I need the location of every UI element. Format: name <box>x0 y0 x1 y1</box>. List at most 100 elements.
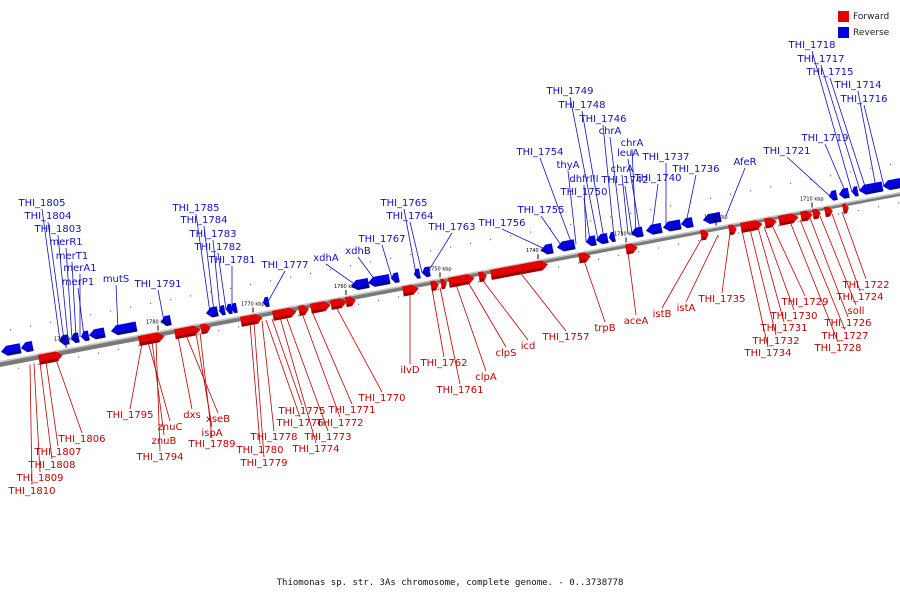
reverse-gene[interactable] <box>585 235 597 247</box>
forward-gene[interactable] <box>812 208 822 220</box>
gene-label-thi-1734[interactable]: THI_1734 <box>743 348 791 359</box>
reverse-gene[interactable] <box>540 243 554 255</box>
gene-label-thi-1778[interactable]: THI_1778 <box>249 432 297 443</box>
forward-gene[interactable] <box>272 306 297 321</box>
gene-label-thi-1791[interactable]: THI_1791 <box>133 279 181 290</box>
gene-label-thi-1714[interactable]: THI_1714 <box>833 80 881 91</box>
gene-label-thi-1763[interactable]: THI_1763 <box>427 222 475 233</box>
gene-label-thi-1735[interactable]: THI_1735 <box>697 294 745 305</box>
gene-label-thi-1810[interactable]: THI_1810 <box>7 486 55 497</box>
gene-label-ispa[interactable]: ispA <box>201 428 222 439</box>
forward-gene[interactable] <box>330 297 348 310</box>
forward-gene[interactable] <box>298 304 310 316</box>
gene-label-thi-1717[interactable]: THI_1717 <box>796 54 844 65</box>
gene-label-thi-1805[interactable]: THI_1805 <box>17 198 65 209</box>
gene-label-thi-1718[interactable]: THI_1718 <box>787 40 835 51</box>
gene-label-merr1[interactable]: merR1 <box>49 237 82 248</box>
reverse-gene[interactable] <box>88 327 106 341</box>
gene-label-merp1[interactable]: merP1 <box>62 277 94 288</box>
gene-label-thi-1795[interactable]: THI_1795 <box>105 410 153 421</box>
reverse-gene[interactable] <box>556 239 576 252</box>
forward-gene[interactable] <box>345 295 357 308</box>
gene-label-thi-1750[interactable]: THI_1750 <box>559 187 607 198</box>
gene-label-thi-1774[interactable]: THI_1774 <box>291 444 339 455</box>
reverse-gene[interactable] <box>595 233 609 245</box>
gene-label-clps[interactable]: clpS <box>496 348 517 359</box>
gene-label-acea[interactable]: aceA <box>624 316 649 327</box>
gene-label-thi-1804[interactable]: THI_1804 <box>23 211 71 222</box>
gene-label-thi-1806[interactable]: THI_1806 <box>57 434 105 445</box>
gene-label-thi-1757[interactable]: THI_1757 <box>541 332 589 343</box>
gene-label-chra[interactable]: chrA <box>621 138 644 149</box>
reverse-gene[interactable] <box>413 268 421 279</box>
gene-label-thi-1755[interactable]: THI_1755 <box>516 205 564 216</box>
gene-label-thi-1761[interactable]: THI_1761 <box>435 385 483 396</box>
forward-gene[interactable] <box>800 210 814 222</box>
gene-label-thi-1715[interactable]: THI_1715 <box>805 67 853 78</box>
gene-label-thi-1748[interactable]: THI_1748 <box>557 100 605 111</box>
forward-gene[interactable] <box>728 224 738 236</box>
gene-label-znub[interactable]: znuB <box>152 436 177 447</box>
gene-label-thi-1772[interactable]: THI_1772 <box>315 418 363 429</box>
reverse-gene[interactable] <box>58 334 70 346</box>
gene-label-thi-1773[interactable]: THI_1773 <box>303 432 351 443</box>
forward-gene[interactable] <box>490 259 549 280</box>
reverse-gene[interactable] <box>608 231 616 243</box>
gene-label-thi-1719[interactable]: THI_1719 <box>800 133 848 144</box>
reverse-gene[interactable] <box>390 272 400 283</box>
gene-label-thi-1785[interactable]: THI_1785 <box>171 203 219 214</box>
gene-label-thi-1749[interactable]: THI_1749 <box>545 86 593 97</box>
gene-label-thi-1780[interactable]: THI_1780 <box>235 445 283 456</box>
gene-label-thi-1809[interactable]: THI_1809 <box>15 473 63 484</box>
gene-label-xdhb[interactable]: xdhB <box>345 246 371 257</box>
gene-label-thi-1726[interactable]: THI_1726 <box>823 318 871 329</box>
gene-label-thi-1767[interactable]: THI_1767 <box>357 234 405 245</box>
gene-label-thi-1779[interactable]: THI_1779 <box>239 458 287 469</box>
gene-label-ista[interactable]: istA <box>677 303 696 314</box>
gene-label-xseb[interactable]: xseB <box>206 414 230 425</box>
gene-label-thi-1716[interactable]: THI_1716 <box>839 94 887 105</box>
gene-label-thi-1777[interactable]: THI_1777 <box>260 260 308 271</box>
reverse-gene[interactable] <box>205 306 219 318</box>
gene-label-thi-1789[interactable]: THI_1789 <box>187 439 235 450</box>
gene-label-thi-1784[interactable]: THI_1784 <box>179 215 227 226</box>
reverse-gene[interactable] <box>838 187 850 200</box>
forward-gene[interactable] <box>310 300 332 314</box>
gene-label-leua[interactable]: leuA <box>617 148 639 159</box>
gene-label-thi-1781[interactable]: THI_1781 <box>207 255 255 266</box>
forward-gene[interactable] <box>625 242 639 255</box>
reverse-gene[interactable] <box>230 302 238 314</box>
gene-label-thi-1729[interactable]: THI_1729 <box>780 297 828 308</box>
gene-label-thi-1783[interactable]: THI_1783 <box>188 229 236 240</box>
gene-label-thi-1740[interactable]: THI_1740 <box>633 173 681 184</box>
gene-label-trpb[interactable]: trpB <box>594 323 615 334</box>
reverse-gene[interactable] <box>882 178 900 191</box>
gene-label-soll[interactable]: soll <box>848 306 865 317</box>
reverse-gene[interactable] <box>20 341 34 353</box>
reverse-gene[interactable] <box>218 304 226 316</box>
gene-label-istb[interactable]: istB <box>653 309 672 320</box>
gene-label-icd[interactable]: icd <box>521 341 536 352</box>
reverse-gene[interactable] <box>702 211 722 225</box>
reverse-gene[interactable] <box>630 226 644 238</box>
forward-gene[interactable] <box>778 212 800 226</box>
gene-label-znuc[interactable]: znuC <box>158 422 183 433</box>
gene-label-thi-1803[interactable]: THI_1803 <box>33 224 81 235</box>
gene-label-thi-1732[interactable]: THI_1732 <box>751 336 799 347</box>
gene-label-thi-1730[interactable]: THI_1730 <box>769 311 817 322</box>
forward-gene[interactable] <box>824 206 834 218</box>
gene-label-thi-1807[interactable]: THI_1807 <box>33 447 81 458</box>
gene-label-thi-1721[interactable]: THI_1721 <box>762 146 810 157</box>
reverse-gene[interactable] <box>858 181 884 195</box>
reverse-gene[interactable] <box>851 186 859 197</box>
reverse-gene[interactable] <box>367 274 391 288</box>
forward-gene[interactable] <box>240 313 263 327</box>
gene-label-dxs[interactable]: dxs <box>183 410 200 421</box>
gene-label-thi-1742[interactable]: THI_1742 <box>600 175 648 186</box>
reverse-gene[interactable] <box>662 219 682 232</box>
gene-label-thi-1764[interactable]: THI_1764 <box>385 211 433 222</box>
gene-label-mert1[interactable]: merT1 <box>56 251 88 262</box>
gene-label-thi-1746[interactable]: THI_1746 <box>578 114 626 125</box>
forward-gene[interactable] <box>402 284 420 297</box>
reverse-gene[interactable] <box>110 321 138 337</box>
